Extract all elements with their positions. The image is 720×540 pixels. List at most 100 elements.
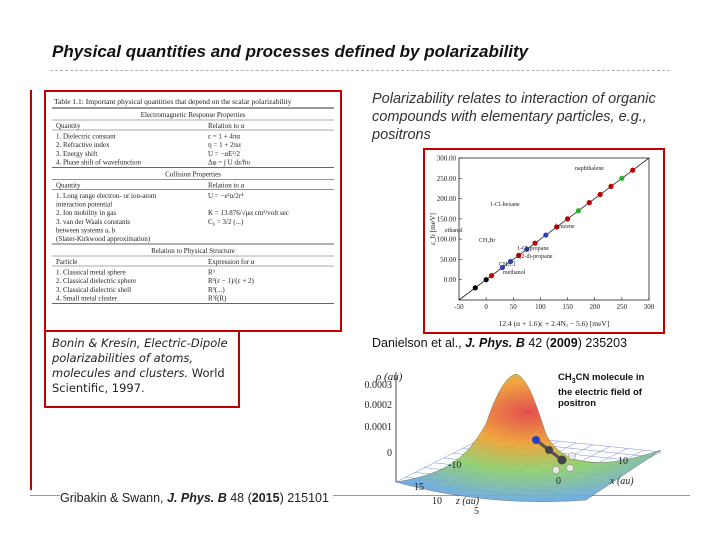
table-cell: 3. Classical dielectric shell bbox=[56, 286, 131, 294]
molecule-atom-h bbox=[568, 452, 576, 460]
data-point bbox=[488, 273, 495, 279]
x-axis-label: x (au) bbox=[609, 476, 634, 487]
point-annotation: ethanol bbox=[445, 228, 463, 234]
table-cell: 1. Dielectric constant bbox=[56, 133, 116, 141]
danielson-pages: ) 235203 bbox=[577, 336, 628, 350]
table-cell: R³ bbox=[208, 269, 215, 277]
molecule-atom-h bbox=[552, 466, 560, 474]
table-col-header: Particle bbox=[56, 258, 77, 266]
molecule-atom-c bbox=[545, 446, 553, 454]
data-point bbox=[499, 264, 506, 271]
x-tick-label: 10 bbox=[618, 456, 628, 467]
table-cell: interaction potential bbox=[56, 201, 112, 209]
intro-text: Polarizability relates to interaction of… bbox=[372, 91, 656, 143]
gribakin-volume: 48 ( bbox=[226, 491, 252, 505]
data-point bbox=[507, 258, 514, 265]
y-axis-label: ε_b [meV] bbox=[428, 213, 437, 245]
table-cell: 1. Classical metal sphere bbox=[56, 269, 126, 277]
point-annotation: methanol bbox=[503, 270, 526, 276]
x-tick-label: 200 bbox=[589, 303, 600, 311]
gribakin-reference: Gribakin & Swann, J. Phys. B 48 (2015) 2… bbox=[60, 491, 333, 505]
molecule-line2: the electric field of bbox=[558, 386, 642, 398]
data-point bbox=[472, 285, 478, 291]
table-cell: 4. Small metal cluster bbox=[56, 294, 118, 302]
table-cell: C₆ = 3/2 (...) bbox=[208, 218, 244, 226]
table-col-header: Quantity bbox=[56, 122, 81, 130]
bottom-rule bbox=[30, 495, 690, 496]
danielson-year: 2009 bbox=[549, 336, 578, 350]
gribakin-pages: ) 215101 bbox=[279, 491, 329, 505]
data-point bbox=[564, 216, 571, 222]
table-section-header: Relation to Physical Structure bbox=[151, 247, 235, 255]
gribakin-year: 2015 bbox=[251, 491, 280, 505]
point-annotation: 1-Cl-propane bbox=[517, 246, 549, 252]
point-annotation: CH₃Br bbox=[479, 238, 495, 244]
plot-frame bbox=[458, 157, 650, 301]
table-cell: 2. Classical dielectric sphere bbox=[56, 277, 136, 285]
molecule-line3: positron bbox=[558, 397, 596, 409]
x-tick-label: 0 bbox=[556, 476, 561, 487]
data-point bbox=[516, 252, 522, 258]
danielson-journal: J. Phys. B bbox=[465, 336, 525, 350]
title-divider bbox=[50, 70, 670, 71]
data-point bbox=[619, 175, 625, 181]
table-cell: R³(...) bbox=[208, 286, 225, 294]
z-tick-label: 0.0002 bbox=[365, 400, 393, 411]
x-tick-label: 250 bbox=[617, 303, 628, 311]
x-tick-label: 0 bbox=[484, 303, 488, 311]
z-tick-label: 0 bbox=[387, 448, 392, 459]
table-svg: Table 1.1: Important physical quantities… bbox=[52, 97, 334, 304]
table-cell: ε = 1 + 4πα bbox=[208, 133, 240, 141]
molecule-atom-n bbox=[532, 436, 540, 444]
table-cell: R³(ε − 1)/(ε + 2) bbox=[208, 277, 254, 285]
data-point bbox=[575, 208, 582, 214]
data-point bbox=[554, 224, 560, 230]
table-caption: Table 1.1: Important physical quantities… bbox=[54, 97, 292, 106]
y-tick-label: 200.00 bbox=[437, 195, 457, 203]
scatter-chart: -50 0 50 100 150 200 250 300 0.00 50.00 100.00 150.… bbox=[428, 155, 655, 329]
bonin-title: Electric-Dipole polarizabilities of atom… bbox=[52, 336, 228, 380]
data-point bbox=[524, 246, 530, 252]
molecule-atom-c bbox=[557, 455, 567, 465]
data-point bbox=[586, 200, 592, 206]
table-cell: 3. Energy shift bbox=[56, 150, 97, 158]
table-col-header: Relation to α bbox=[208, 122, 245, 130]
table-col-header: Relation to α bbox=[208, 181, 245, 189]
x-tick-label: 50 bbox=[510, 303, 518, 311]
table-cell: 1. Long range electron- or ion-atom bbox=[56, 192, 157, 200]
x-tick-label: -50 bbox=[454, 303, 464, 311]
point-annotation: 1-Cl-hexane bbox=[490, 202, 520, 208]
binding-energy-plot: -50 0 50 100 150 200 250 300 0.00 50.00 100.00 150.… bbox=[423, 148, 665, 334]
table-cell: η = 1 + 2πα bbox=[208, 141, 241, 149]
table-section-header: Collision Properties bbox=[165, 170, 221, 178]
table-cell: K = 13.876/√μα cm²/volt sec bbox=[208, 209, 289, 217]
y-tick-label: 0.00 bbox=[444, 276, 457, 284]
data-point bbox=[483, 277, 489, 283]
y-tick-label: 50.00 bbox=[440, 256, 456, 264]
table-cell: 4. Phase shift of wavefunction bbox=[56, 158, 141, 166]
x-tick-label: 150 bbox=[562, 303, 573, 311]
table-cell: between systems a, b bbox=[56, 226, 116, 234]
molecule-sub: 3 bbox=[571, 377, 576, 385]
danielson-authors: Danielson et al., bbox=[372, 336, 466, 350]
table-cell: R³f(R) bbox=[208, 294, 227, 302]
molecule-label: CH3CN molecule in the electric field of … bbox=[558, 372, 644, 409]
z-tick-label: 0.0001 bbox=[365, 422, 393, 433]
molecule-ch: CH bbox=[558, 372, 572, 383]
point-annotation: naphthalene bbox=[575, 166, 604, 172]
x-tick-label: -10 bbox=[448, 460, 461, 471]
gribakin-journal: J. Phys. B bbox=[167, 491, 227, 505]
z-axis-label: ρ (au) bbox=[375, 371, 403, 383]
bonin-reference: Bonin & Kresin, Electric-Dipole polariza… bbox=[44, 330, 240, 408]
table-cell: 3. van der Waals constants bbox=[56, 218, 130, 226]
page-title: Physical quantities and processes define… bbox=[52, 42, 529, 61]
data-point bbox=[608, 183, 614, 189]
bonin-publisher: World Scientific, 1997. bbox=[52, 366, 225, 395]
y-tick-label: 150.00 bbox=[437, 215, 457, 223]
x-tick-label: 100 bbox=[535, 303, 546, 311]
data-point bbox=[597, 191, 603, 198]
left-accent-line bbox=[30, 90, 32, 490]
table-col-header: Expression for α bbox=[208, 258, 255, 266]
table-col-header: Quantity bbox=[56, 181, 81, 189]
gribakin-authors: Gribakin & Swann, bbox=[60, 491, 167, 505]
